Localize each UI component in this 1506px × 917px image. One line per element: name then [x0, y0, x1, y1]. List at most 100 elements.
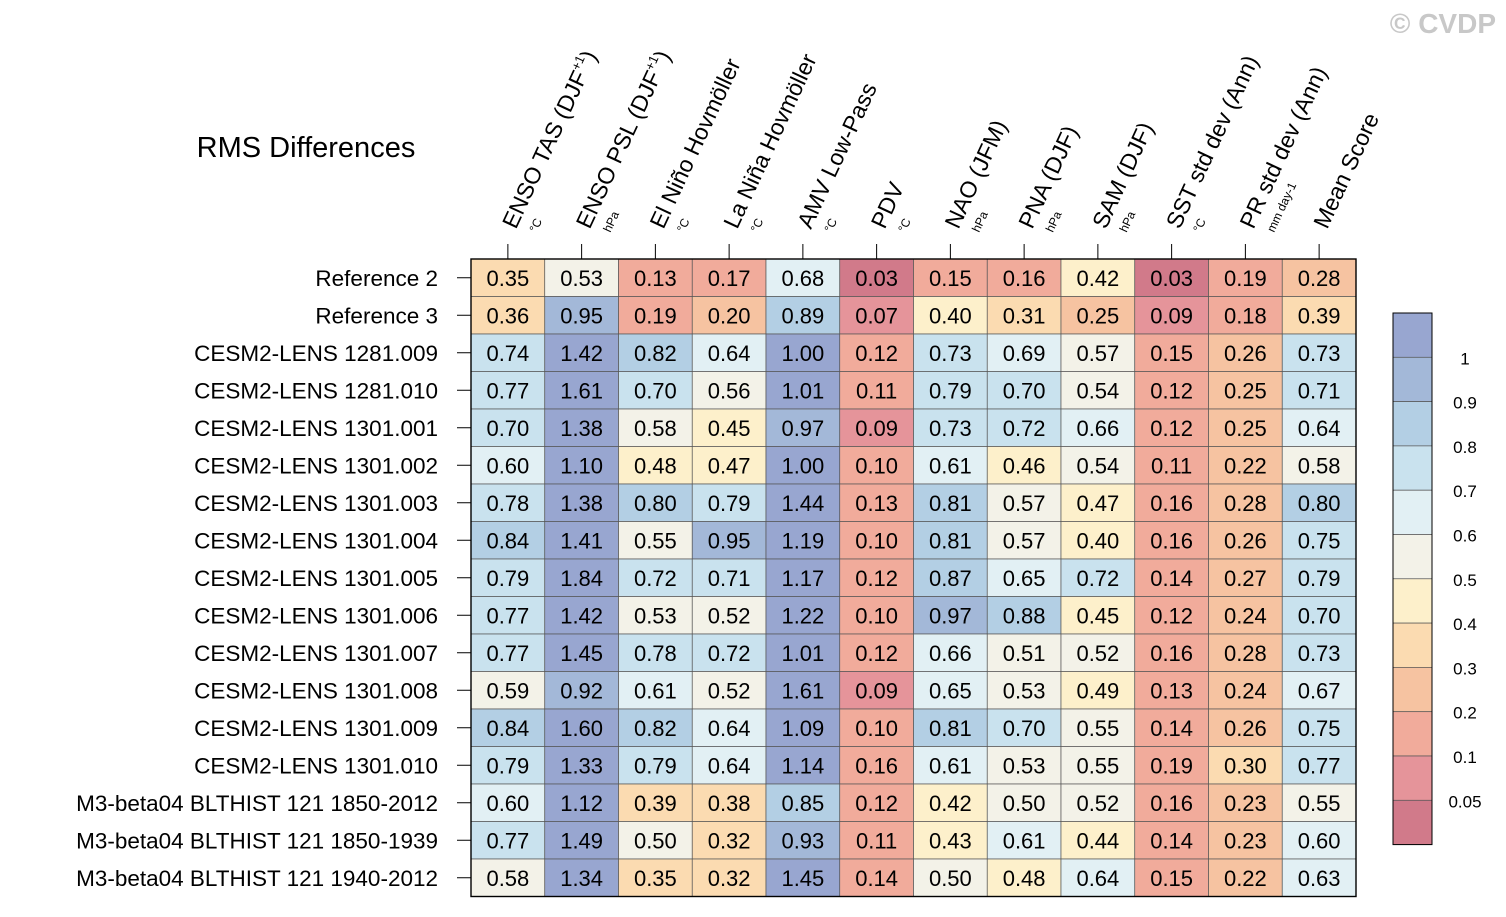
heatmap-cell — [544, 746, 619, 785]
cell-value: 1.44 — [781, 491, 824, 516]
row-label: CESM2-LENS 1301.009 — [194, 716, 438, 741]
heatmap-cell — [1134, 596, 1209, 635]
heatmap-cell — [470, 408, 546, 447]
cell-value: 0.52 — [708, 678, 751, 703]
cell-value: 0.57 — [1076, 341, 1119, 366]
heatmap-cell — [986, 446, 1062, 485]
heatmap-cell — [1281, 633, 1357, 672]
cell-value: 0.63 — [1298, 866, 1341, 891]
cell-value: 0.72 — [634, 566, 677, 591]
heatmap-cell — [913, 408, 988, 447]
cell-value: 0.42 — [929, 791, 972, 816]
heatmap-cell — [1134, 258, 1209, 297]
cell-value: 0.73 — [1298, 341, 1341, 366]
heatmap-cell — [470, 746, 546, 785]
heatmap-cell — [765, 783, 841, 822]
heatmap-cell — [1281, 371, 1357, 410]
cell-value: 0.73 — [1298, 641, 1341, 666]
heatmap-cell — [765, 746, 841, 785]
cell-value: 0.75 — [1298, 716, 1341, 741]
column-unit: hPa — [1043, 209, 1065, 235]
cell-value: 0.47 — [1076, 491, 1119, 516]
cell-value: 0.19 — [1224, 266, 1267, 291]
watermark: © CVDP — [1390, 8, 1496, 39]
heatmap-cell — [765, 858, 841, 897]
cell-value: 0.14 — [1150, 716, 1193, 741]
cell-value: 0.45 — [708, 416, 751, 441]
cell-value: 0.87 — [929, 566, 972, 591]
cell-value: 1.00 — [781, 453, 824, 478]
colorbar-swatch — [1392, 534, 1433, 580]
cell-value: 1.19 — [781, 528, 824, 553]
cell-value: 0.71 — [1298, 378, 1341, 403]
heatmap-cell — [544, 558, 619, 597]
cell-value: 0.73 — [929, 341, 972, 366]
heatmap-cell — [839, 633, 914, 672]
cell-value: 0.49 — [1076, 678, 1119, 703]
colorbar-label: 0.6 — [1453, 527, 1477, 546]
heatmap-cell — [470, 333, 546, 372]
colorbar-swatch — [1392, 622, 1433, 668]
row-label: CESM2-LENS 1301.008 — [194, 678, 438, 703]
cell-value: 0.26 — [1224, 528, 1267, 553]
cell-value: 0.79 — [634, 753, 677, 778]
colorbar-swatch — [1392, 356, 1433, 402]
heatmap-cell — [913, 821, 988, 860]
heatmap-cell — [544, 408, 619, 447]
cell-value: 0.79 — [486, 566, 529, 591]
cell-value: 0.77 — [486, 641, 529, 666]
column-label-text: AMV Low-Pass — [792, 79, 882, 232]
heatmap-cell — [913, 483, 988, 522]
cell-value: 0.52 — [1076, 791, 1119, 816]
cell-value: 0.80 — [1298, 491, 1341, 516]
heatmap-cell — [986, 258, 1062, 297]
heatmap-cell — [839, 783, 914, 822]
cell-value: 0.82 — [634, 341, 677, 366]
cell-value: 0.64 — [708, 753, 751, 778]
heatmap-cell — [913, 558, 988, 597]
cell-value: 0.45 — [1076, 603, 1119, 628]
cell-value: 0.13 — [1150, 678, 1193, 703]
cell-value: 0.28 — [1224, 491, 1267, 516]
colorbar-swatch — [1392, 445, 1433, 491]
heatmap-cell — [691, 746, 767, 785]
cell-value: 0.15 — [1150, 341, 1193, 366]
cell-value: 0.16 — [855, 753, 898, 778]
cell-value: 0.25 — [1224, 416, 1267, 441]
cell-value: 0.50 — [1003, 791, 1046, 816]
colorbar-swatch — [1392, 312, 1433, 358]
heatmap-cell — [839, 558, 914, 597]
heatmap-cell — [1208, 596, 1283, 635]
heatmap-cell — [765, 483, 841, 522]
heatmap-cell — [1281, 558, 1357, 597]
cell-value: 0.11 — [1151, 453, 1192, 478]
cell-value: 0.78 — [634, 641, 677, 666]
heatmap-cell — [618, 821, 693, 860]
heatmap-cell — [544, 296, 619, 335]
heatmap-cell — [470, 821, 546, 860]
heatmap-cell — [618, 408, 693, 447]
colorbar-label: 0.7 — [1453, 482, 1477, 501]
cell-value: 0.19 — [1150, 753, 1193, 778]
row-label: CESM2-LENS 1301.001 — [194, 416, 438, 441]
cell-value: 1.01 — [781, 641, 824, 666]
cell-value: 0.48 — [634, 453, 677, 478]
cell-value: 0.18 — [1224, 303, 1267, 328]
cell-value: 0.77 — [486, 378, 529, 403]
cell-value: 0.65 — [1003, 566, 1046, 591]
row-label: CESM2-LENS 1281.009 — [194, 341, 438, 366]
column-header: Mean Score — [1308, 109, 1384, 232]
column-unit: °C — [748, 216, 767, 234]
cell-value: 0.24 — [1224, 678, 1267, 703]
heatmap-cell — [544, 596, 619, 635]
cell-value: 0.75 — [1298, 528, 1341, 553]
cell-value: 0.09 — [855, 416, 898, 441]
cell-value: 0.27 — [1224, 566, 1267, 591]
heatmap-cell — [986, 708, 1062, 747]
heatmap-cell — [1281, 821, 1357, 860]
cell-value: 0.89 — [781, 303, 824, 328]
cell-value: 1.42 — [560, 341, 603, 366]
cell-value: 0.73 — [929, 416, 972, 441]
heatmap-cell — [1060, 371, 1136, 410]
heatmap-cell — [1281, 596, 1357, 635]
